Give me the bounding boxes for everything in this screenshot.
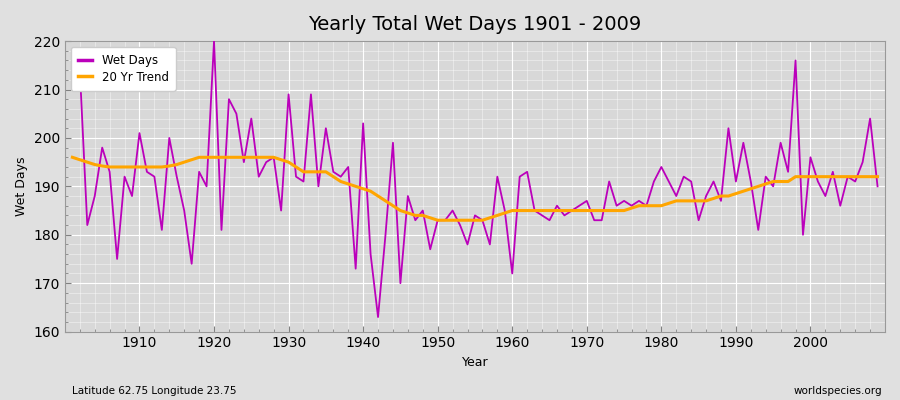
Text: worldspecies.org: worldspecies.org	[794, 386, 882, 396]
20 Yr Trend	[67, 155, 77, 160]
Y-axis label: Wet Days: Wet Days	[15, 156, 28, 216]
Wet Days	[209, 39, 220, 44]
Wet Days	[872, 184, 883, 189]
Title: Yearly Total Wet Days 1901 - 2009: Yearly Total Wet Days 1901 - 2009	[309, 15, 642, 34]
Line: Wet Days: Wet Days	[72, 41, 878, 317]
X-axis label: Year: Year	[462, 356, 489, 369]
Legend: Wet Days, 20 Yr Trend: Wet Days, 20 Yr Trend	[71, 47, 176, 91]
20 Yr Trend	[514, 208, 525, 213]
20 Yr Trend	[604, 208, 615, 213]
Wet Days	[343, 164, 354, 169]
Wet Days	[127, 194, 138, 198]
20 Yr Trend	[507, 208, 517, 213]
Wet Days	[298, 179, 309, 184]
20 Yr Trend	[336, 179, 346, 184]
Wet Days	[514, 174, 525, 179]
Wet Days	[522, 170, 533, 174]
20 Yr Trend	[432, 218, 443, 223]
Text: Latitude 62.75 Longitude 23.75: Latitude 62.75 Longitude 23.75	[72, 386, 237, 396]
20 Yr Trend	[291, 164, 302, 169]
Wet Days	[611, 203, 622, 208]
20 Yr Trend	[872, 174, 883, 179]
Wet Days	[67, 72, 77, 77]
20 Yr Trend	[127, 164, 138, 169]
Line: 20 Yr Trend: 20 Yr Trend	[72, 157, 878, 220]
Wet Days	[373, 315, 383, 320]
